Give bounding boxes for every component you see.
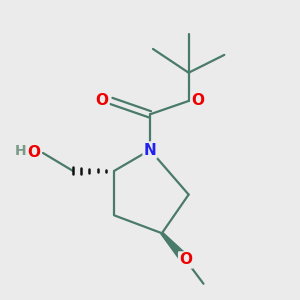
Text: N: N xyxy=(144,142,156,158)
Text: H: H xyxy=(15,145,26,158)
Polygon shape xyxy=(161,232,189,263)
Text: O: O xyxy=(179,253,192,268)
Text: O: O xyxy=(192,94,205,109)
Text: O: O xyxy=(95,94,108,109)
Text: O: O xyxy=(27,146,40,160)
